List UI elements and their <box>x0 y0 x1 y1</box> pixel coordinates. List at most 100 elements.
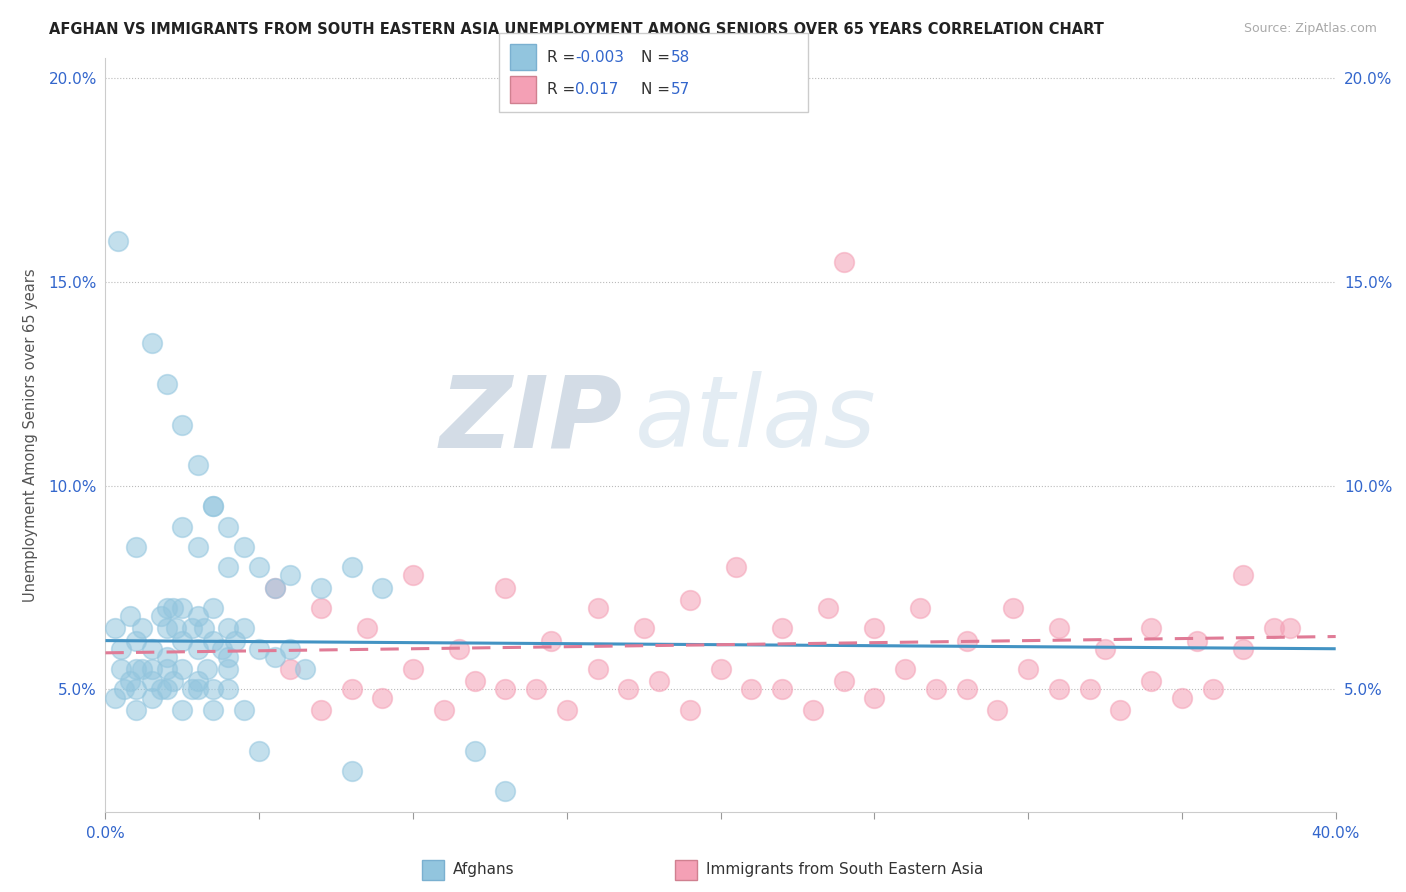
Point <box>156 621 179 635</box>
Point <box>371 581 394 595</box>
Point <box>494 784 516 798</box>
Point <box>218 662 240 676</box>
Point <box>1109 703 1132 717</box>
Point <box>863 621 886 635</box>
Point <box>149 609 172 624</box>
Point <box>218 519 240 533</box>
Point <box>449 641 471 656</box>
Point <box>172 601 194 615</box>
Point <box>125 662 148 676</box>
Point <box>125 682 148 697</box>
Point <box>125 633 148 648</box>
Point <box>165 621 187 635</box>
Text: 58: 58 <box>671 50 690 64</box>
Point <box>1232 641 1254 656</box>
Point <box>156 601 179 615</box>
Point <box>232 621 254 635</box>
Point <box>156 649 179 664</box>
Point <box>195 662 218 676</box>
Point <box>540 633 562 648</box>
Text: Afghans: Afghans <box>453 863 515 877</box>
Point <box>218 649 240 664</box>
Point <box>1171 690 1194 705</box>
Point <box>894 662 917 676</box>
Point <box>232 703 254 717</box>
Point <box>309 581 332 595</box>
Point <box>1278 621 1301 635</box>
Point <box>104 621 127 635</box>
Point <box>309 703 332 717</box>
Text: Source: ZipAtlas.com: Source: ZipAtlas.com <box>1244 22 1378 36</box>
Point <box>172 633 194 648</box>
Point <box>263 581 285 595</box>
Text: R =: R = <box>547 82 581 96</box>
Text: N =: N = <box>641 50 675 64</box>
Point <box>141 336 163 351</box>
Point <box>187 682 209 697</box>
Point <box>1263 621 1285 635</box>
Text: R =: R = <box>547 50 581 64</box>
Point <box>1232 568 1254 582</box>
Point <box>340 682 363 697</box>
Point <box>494 581 516 595</box>
Point <box>801 703 824 717</box>
Point <box>187 674 209 689</box>
Y-axis label: Unemployment Among Seniors over 65 years: Unemployment Among Seniors over 65 years <box>22 268 38 602</box>
Point <box>162 601 184 615</box>
Point <box>247 560 270 574</box>
Point <box>1094 641 1116 656</box>
Point <box>187 540 209 554</box>
Point <box>986 703 1008 717</box>
Point <box>141 674 163 689</box>
Point <box>633 621 655 635</box>
Point <box>956 682 979 697</box>
Point <box>278 568 301 582</box>
Point <box>278 641 301 656</box>
Point <box>263 581 285 595</box>
Point <box>555 703 578 717</box>
Point <box>202 633 225 648</box>
Point <box>112 682 135 697</box>
Point <box>193 621 215 635</box>
Point <box>679 703 702 717</box>
Text: 57: 57 <box>671 82 690 96</box>
Point <box>187 641 209 656</box>
Point <box>172 703 194 717</box>
Point <box>187 458 209 473</box>
Point <box>180 682 202 697</box>
Point <box>832 674 855 689</box>
Point <box>770 682 793 697</box>
Point <box>464 674 486 689</box>
Point <box>356 621 378 635</box>
Point <box>104 690 127 705</box>
Point <box>202 703 225 717</box>
Point <box>218 682 240 697</box>
Point <box>247 641 270 656</box>
Point <box>1047 621 1070 635</box>
Point <box>247 743 270 757</box>
Point <box>433 703 456 717</box>
Point <box>263 649 285 664</box>
Point <box>524 682 547 697</box>
Point <box>125 703 148 717</box>
Text: 0.017: 0.017 <box>575 82 619 96</box>
Point <box>648 674 671 689</box>
Point <box>402 568 425 582</box>
Point <box>586 662 609 676</box>
Point <box>956 633 979 648</box>
Text: -0.003: -0.003 <box>575 50 624 64</box>
Point <box>110 662 132 676</box>
Point <box>156 682 179 697</box>
Point <box>141 641 163 656</box>
Point <box>1017 662 1039 676</box>
Point <box>211 641 233 656</box>
Point <box>202 682 225 697</box>
Point <box>202 499 225 513</box>
Point <box>340 560 363 574</box>
Point <box>156 662 179 676</box>
Point <box>494 682 516 697</box>
Point <box>402 662 425 676</box>
Point <box>586 601 609 615</box>
Point <box>172 417 194 432</box>
Point <box>120 609 141 624</box>
